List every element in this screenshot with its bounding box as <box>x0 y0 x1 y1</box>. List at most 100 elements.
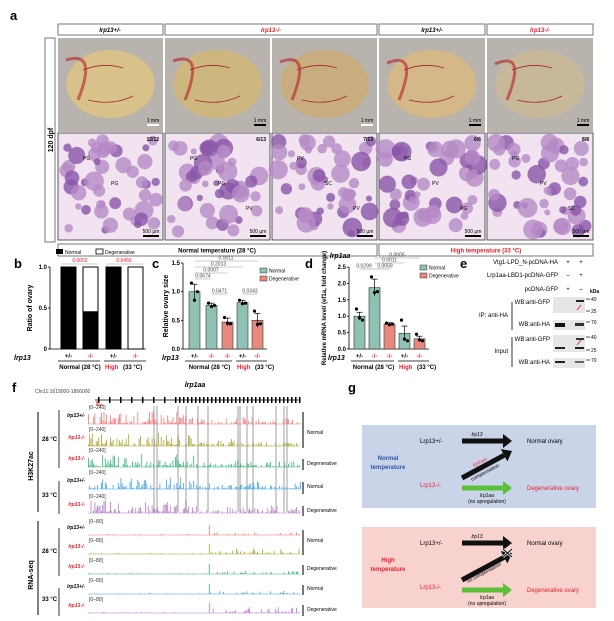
oocyte <box>395 211 410 226</box>
band <box>555 347 565 349</box>
signal-bar <box>119 593 120 594</box>
scale-label-histo: 500 µm <box>143 229 160 235</box>
signal-bar <box>201 442 202 446</box>
signal-bar <box>192 444 193 446</box>
signal-bar <box>177 435 179 446</box>
signal-bar <box>199 511 201 513</box>
signal-bar <box>101 482 102 489</box>
signal-bar <box>116 553 118 554</box>
signal-bar <box>260 488 262 489</box>
signal-bar <box>225 488 227 489</box>
signal-bar <box>176 454 178 467</box>
signal-bar <box>293 571 295 574</box>
genotype-label: +/- <box>239 354 246 360</box>
signal-bar <box>257 533 258 535</box>
y-tick-label: 1.0 <box>338 314 347 320</box>
exon <box>271 397 273 403</box>
signal-bar <box>164 503 166 513</box>
ovary-tissue <box>280 50 369 118</box>
signal-bar <box>127 422 128 424</box>
signal-bar <box>247 420 249 424</box>
exon <box>179 397 181 403</box>
signal-bar <box>158 488 159 489</box>
signal-bar <box>169 422 171 424</box>
signal-bar <box>97 441 98 446</box>
signal-bar <box>240 572 241 574</box>
signal-bar <box>212 488 214 489</box>
stage-annotation: SC <box>568 206 575 212</box>
signal-bar <box>231 485 232 489</box>
exon <box>211 397 213 403</box>
signal-bar <box>294 483 296 489</box>
signal-bar <box>211 420 213 424</box>
signal-bar <box>94 593 96 594</box>
legend-normal: Normal <box>65 250 81 256</box>
signal-bar <box>147 553 149 554</box>
signal-bar <box>247 463 249 467</box>
signal-bar <box>138 481 140 489</box>
signal-bar <box>257 551 258 554</box>
signal-bar <box>208 564 210 574</box>
arrow-lrp1aa-head <box>503 481 512 495</box>
bar <box>368 287 381 350</box>
signal-bar <box>124 443 126 446</box>
oocyte <box>317 143 327 154</box>
signal-bar <box>117 417 119 424</box>
y-tick-label: 1.5 <box>338 298 347 304</box>
exon <box>120 397 122 403</box>
p-value: 0.0007 <box>203 268 219 274</box>
panel-f-tracks: Chr11:1619000-1866000 lrp1aa [0–240] lrp13+… <box>28 382 337 616</box>
signal-bar <box>279 485 280 489</box>
signal-bar <box>270 591 271 594</box>
genotype-label: +/- <box>401 354 408 360</box>
scale-label-histo: 500 µm <box>357 229 374 235</box>
signal-bar <box>172 460 174 467</box>
signal-bar <box>234 532 236 535</box>
signal-bar <box>224 612 226 613</box>
legend-swatch-degenerative <box>95 248 104 255</box>
signal-bar <box>293 510 295 513</box>
signal-bar <box>103 411 105 424</box>
signal-bar <box>173 422 175 424</box>
signal-bar <box>249 484 250 489</box>
data-point <box>399 318 404 322</box>
signal-bar <box>158 433 159 446</box>
signal-bar <box>124 458 126 467</box>
signal-bar <box>145 421 146 424</box>
signal-bar <box>262 549 263 554</box>
signal-bar <box>275 510 276 513</box>
oocyte <box>216 144 231 159</box>
oocyte <box>460 212 469 220</box>
genotype-label: -/- <box>133 354 139 360</box>
oocyte <box>446 139 466 159</box>
signal-bar <box>202 593 204 594</box>
signal-bar <box>167 415 169 424</box>
oocyte <box>486 133 505 152</box>
signal-bar <box>189 418 191 424</box>
signal-bar <box>206 443 208 446</box>
oocyte <box>413 207 433 227</box>
signal-bar <box>171 421 172 424</box>
signal-bar <box>255 464 257 467</box>
signal-bar <box>281 466 283 467</box>
signal-bar <box>236 592 237 594</box>
signal-bar <box>253 442 254 446</box>
signal-bar <box>229 553 231 554</box>
signal-bar <box>114 418 115 424</box>
signal-bar <box>211 551 213 554</box>
signal-bar <box>221 444 223 446</box>
legend-swatch-degenerative <box>419 272 428 279</box>
data-point <box>258 322 263 326</box>
signal-bar <box>214 532 215 535</box>
signal-bar <box>237 459 239 467</box>
signal-bar <box>169 463 171 467</box>
signal-bar <box>267 462 269 467</box>
signal-bar <box>154 439 156 446</box>
oocyte <box>135 176 149 189</box>
signal-bar <box>190 463 192 467</box>
exon <box>175 397 177 403</box>
signal-bar <box>107 460 109 467</box>
signal-bar <box>296 607 297 613</box>
oocyte <box>196 194 203 201</box>
signal-bar <box>125 485 127 489</box>
